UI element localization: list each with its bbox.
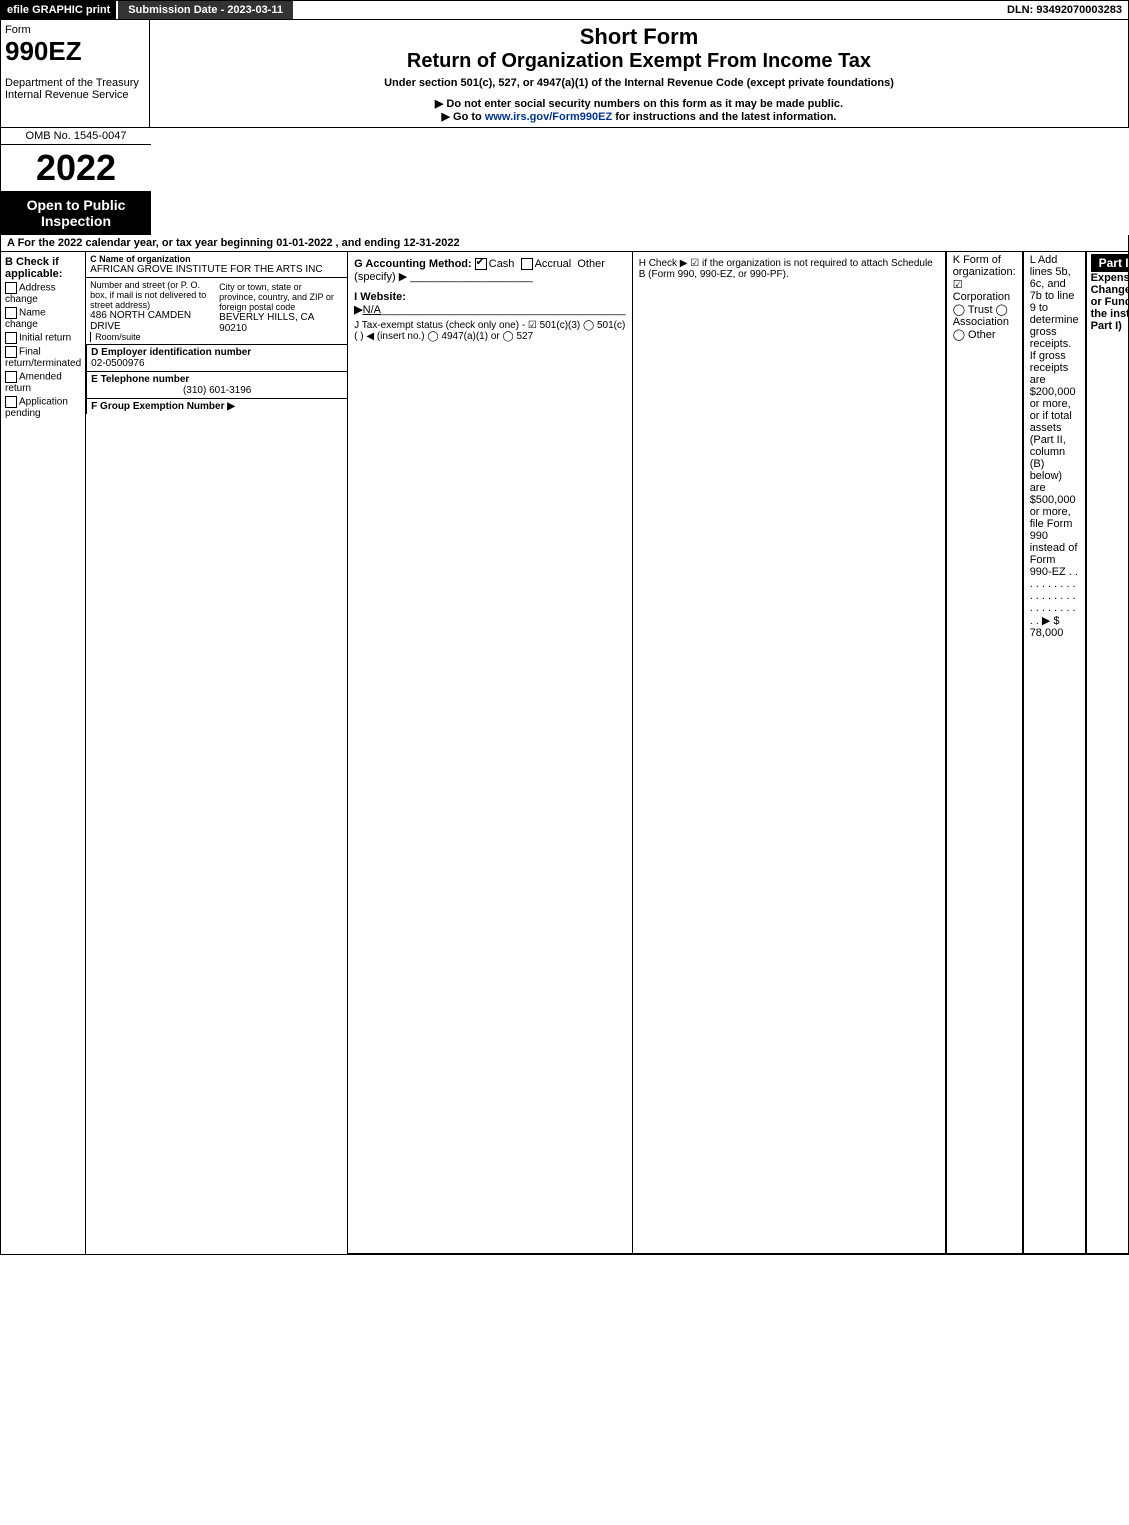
line-j: J Tax-exempt status (check only one) - ☑… xyxy=(354,320,626,342)
row-gh: G Accounting Method: Cash Accrual Other … xyxy=(347,252,946,1254)
ssn-note: ▶ Do not enter social security numbers o… xyxy=(154,97,1124,110)
cb-initial-return[interactable]: Initial return xyxy=(5,332,81,344)
street: 486 NORTH CAMDEN DRIVE xyxy=(90,310,215,332)
under-section: Under section 501(c), 527, or 4947(a)(1)… xyxy=(154,77,1124,89)
form-header: Form 990EZ Department of the Treasury In… xyxy=(0,20,1129,128)
form-number: 990EZ xyxy=(5,36,145,67)
cb-amended-return[interactable]: Amended return xyxy=(5,371,81,394)
line-i: I Website: ▶N/A_________________________… xyxy=(354,291,626,316)
street-label: Number and street (or P. O. box, if mail… xyxy=(90,280,215,310)
section-bcdef: B Check if applicable: Address change Na… xyxy=(0,252,1129,1255)
section-def: D Employer identification number 02-0500… xyxy=(86,345,347,414)
city-label: City or town, state or province, country… xyxy=(219,282,339,312)
section-b: B Check if applicable: Address change Na… xyxy=(1,252,86,1254)
open-inspection: Open to Public Inspection xyxy=(1,191,151,235)
line-h: H Check ▶ ☑ if the organization is not r… xyxy=(632,252,945,1253)
department-label: Department of the Treasury Internal Reve… xyxy=(5,77,145,101)
goto-note: ▶ Go to www.irs.gov/Form990EZ for instru… xyxy=(442,111,837,123)
short-form-title: Short Form xyxy=(154,24,1124,50)
part1-label: Part I xyxy=(1091,254,1129,272)
cb-final-return[interactable]: Final return/terminated xyxy=(5,346,81,369)
submission-date: Submission Date - 2023-03-11 xyxy=(116,1,293,19)
part1-header: Part I Revenue, Expenses, and Changes in… xyxy=(1086,252,1129,1254)
irs-link[interactable]: www.irs.gov/Form990EZ xyxy=(485,111,612,123)
line-k: K Form of organization: ☑ Corporation ◯ … xyxy=(946,252,1023,1254)
ein: 02-0500976 xyxy=(91,358,343,369)
top-bar: efile GRAPHIC print Submission Date - 20… xyxy=(0,0,1129,20)
line-l: L Add lines 5b, 6c, and 7b to line 9 to … xyxy=(1023,252,1086,1254)
efile-label: efile GRAPHIC print xyxy=(1,1,116,19)
group-label: F Group Exemption Number ▶ xyxy=(91,401,343,412)
cb-name-change[interactable]: Name change xyxy=(5,307,81,330)
tax-year: 2022 xyxy=(1,145,151,191)
org-name: AFRICAN GROVE INSTITUTE FOR THE ARTS INC xyxy=(90,264,343,275)
cb-accrual[interactable] xyxy=(521,258,533,270)
form-title: Return of Organization Exempt From Incom… xyxy=(154,50,1124,73)
cb-cash[interactable] xyxy=(475,258,487,270)
phone: (310) 601-3196 xyxy=(91,385,343,396)
b-title: B Check if applicable: xyxy=(5,256,62,280)
line-g: G Accounting Method: Cash Accrual Other … xyxy=(354,258,626,283)
part1-check: Check if the organization used Schedule … xyxy=(1091,332,1129,465)
goto-pre: ▶ Go to xyxy=(442,111,485,123)
ein-label: D Employer identification number xyxy=(91,347,343,358)
dln: DLN: 93492070003283 xyxy=(1001,1,1128,19)
cb-address-change[interactable]: Address change xyxy=(5,282,81,305)
goto-post: for instructions and the latest informat… xyxy=(612,111,836,123)
form-label: Form xyxy=(5,24,145,36)
room-label: Room/suite xyxy=(95,332,215,342)
cb-application-pending[interactable]: Application pending xyxy=(5,396,81,419)
section-c: C Name of organization AFRICAN GROVE INS… xyxy=(86,252,347,1254)
phone-label: E Telephone number xyxy=(91,374,343,385)
city: BEVERLY HILLS, CA 90210 xyxy=(219,312,339,334)
omb-number: OMB No. 1545-0047 xyxy=(1,128,151,145)
org-name-label: C Name of organization xyxy=(90,254,343,264)
line-a: A For the 2022 calendar year, or tax yea… xyxy=(0,235,1129,252)
